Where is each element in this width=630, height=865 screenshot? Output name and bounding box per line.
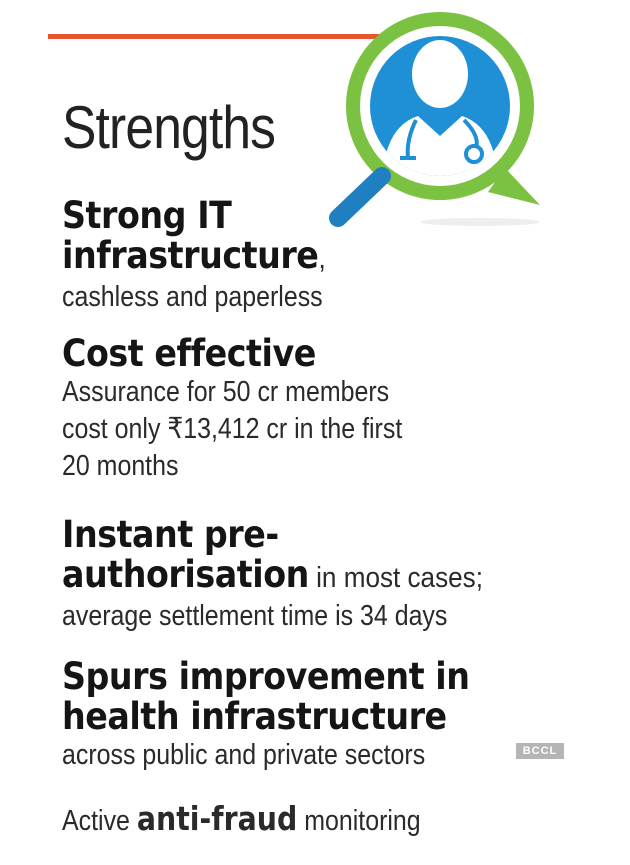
item-prefix: Active [62,805,137,837]
item-heading: Strong IT [62,194,232,237]
item-body-line3: 20 months [62,450,179,482]
item-heading-suffix: , [318,243,326,275]
item-heading-line2: infrastructure [62,234,319,277]
item-body-line2: cost only ₹13,412 cr in the first [62,413,403,445]
item-body: average settlement time is 34 days [62,600,448,632]
strength-item-it: Strong IT infrastructure, cashless and p… [62,196,582,316]
strength-item-fraud: Active anti-fraud monitoring [62,800,582,840]
item-heading-suffix: in most cases; [308,562,483,594]
item-suffix: monitoring [297,805,421,837]
watermark-badge: BCCL [516,743,564,759]
strength-item-infra: Spurs improvement in health infrastructu… [62,657,582,774]
item-heading-line2: health infrastructure [62,695,447,738]
item-body: cashless and paperless [62,281,323,313]
item-heading: Instant pre- [62,513,279,556]
item-heading-line2: authorisation [62,553,309,596]
doctor-magnifier-icon [329,12,540,227]
page-title: Strengths [62,94,276,161]
item-body: across public and private sectors [62,739,426,771]
strength-item-preauth: Instant pre- authorisation in most cases… [62,515,582,635]
accent-rule [48,34,388,39]
item-bold: anti-fraud [136,799,298,838]
item-body-line1: Assurance for 50 cr members [62,376,390,408]
strength-item-cost: Cost effective Assurance for 50 cr membe… [62,334,582,485]
item-heading: Cost effective [62,332,316,375]
item-heading: Spurs improvement in [62,655,470,698]
